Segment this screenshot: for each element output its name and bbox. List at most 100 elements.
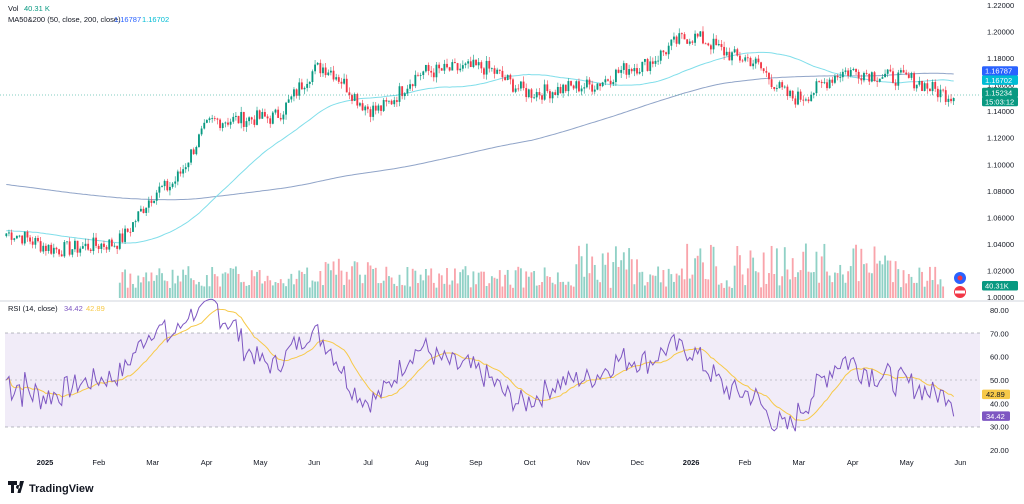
volume-bar [340, 270, 343, 298]
candle-body [942, 89, 945, 91]
volume-bar [704, 278, 707, 298]
candle-body [306, 83, 309, 88]
candle-body [219, 119, 221, 129]
candle-body [913, 73, 916, 89]
volume-bar [459, 272, 462, 298]
price-axis[interactable]: 1.22000 1.20000 1.18000 1.16000 1.14000 1.120… [987, 1, 1014, 302]
candle-body [533, 97, 536, 99]
volume-bar [256, 271, 258, 298]
volume-bar [812, 272, 815, 298]
candle-body [203, 122, 206, 129]
candle-body [873, 72, 876, 82]
volume-bar [329, 270, 332, 298]
time-tick-label: Sep [469, 458, 482, 467]
volume-bar [604, 264, 607, 298]
ma50-path [6, 51, 954, 244]
volume-bar [599, 282, 601, 298]
candle-body [227, 122, 229, 125]
volume-bar [490, 276, 493, 298]
rsi-ma-legend-value: 42.89 [86, 304, 105, 313]
candle-body [66, 241, 68, 243]
candle-body [290, 96, 293, 100]
volume-bar [245, 285, 248, 298]
volume-bar [797, 272, 799, 298]
candle-body [295, 89, 298, 96]
volume-bar [398, 274, 401, 298]
candle-body [585, 79, 588, 88]
candle-body [868, 73, 871, 82]
volume-bar [198, 281, 200, 298]
volume-bar [564, 284, 567, 298]
volume-bar [789, 279, 791, 298]
time-tick-label: Mar [792, 458, 805, 467]
volume-bar [804, 243, 807, 298]
volume-bar [533, 270, 536, 298]
volume-bar [409, 286, 411, 298]
candle-body [512, 79, 514, 92]
volume-bar [712, 246, 715, 298]
volume-bar [359, 274, 361, 298]
rsi-axis[interactable]: 80.00 70.00 60.00 50.00 40.00 30.00 20.00 [990, 306, 1009, 455]
volume-bar [176, 275, 179, 298]
volume-bar [760, 287, 762, 298]
volume-bar [169, 287, 171, 298]
rsi-tick-label: 50.00 [990, 376, 1009, 385]
candle-body [314, 64, 316, 72]
volume-bar [696, 255, 699, 298]
volume-bar [345, 271, 348, 298]
candle-body [950, 98, 952, 102]
volume-bar [477, 272, 480, 298]
volume-bar [184, 274, 187, 298]
candle-body [116, 245, 119, 249]
price-pane[interactable] [0, 0, 980, 300]
volume-bar [926, 280, 929, 298]
volume-bar [929, 266, 931, 298]
volume-bar [269, 280, 272, 298]
candle-body [361, 103, 364, 111]
candle-body [213, 118, 216, 119]
volume-bar [934, 266, 937, 298]
volume-bar [886, 260, 889, 298]
volume-bar [195, 284, 198, 298]
volume-bar [601, 253, 604, 298]
tradingview-logo[interactable]: TradingView [8, 481, 94, 495]
candle-body [614, 69, 617, 83]
volume-bar [232, 268, 235, 298]
volume-bar [438, 273, 441, 298]
candle-body [343, 78, 346, 84]
rsi-legend-label: RSI (14, close) [8, 304, 58, 313]
candle-body [253, 119, 256, 125]
candle-body [604, 79, 607, 83]
rsi-tag-label: 42.89 [986, 390, 1005, 399]
volume-bar [179, 281, 182, 298]
time-tick-label: Dec [631, 458, 645, 467]
volume-bar [129, 273, 132, 298]
volume-bar [271, 285, 274, 298]
candle-body [593, 89, 596, 92]
time-axis[interactable]: 2025 Feb Mar Apr May Jun Jul Aug Sep Oct Nov Dec 202… [37, 458, 967, 467]
candle-body [245, 121, 248, 127]
volume-bar [876, 263, 879, 298]
volume-bar [187, 266, 190, 298]
candle-body [348, 92, 351, 96]
candle-body [145, 207, 148, 214]
volume-bar [554, 284, 557, 298]
volume-bar [306, 267, 309, 298]
volume-bar [163, 280, 166, 298]
candle-body [97, 245, 100, 249]
candle-body [403, 93, 406, 97]
candle-body [749, 57, 752, 67]
candle-body [216, 118, 219, 120]
volume-bar [403, 285, 406, 298]
volume-bar [464, 266, 467, 298]
candle-body [636, 68, 638, 74]
volume-bar [870, 273, 873, 298]
candle-body [472, 59, 475, 67]
candle-body [134, 221, 137, 223]
volume-bar [583, 276, 586, 298]
candle-body [746, 57, 749, 59]
rsi-tag-label: 34.42 [986, 412, 1005, 421]
rsi-tick-label: 60.00 [990, 353, 1009, 362]
candle-body [839, 77, 842, 78]
